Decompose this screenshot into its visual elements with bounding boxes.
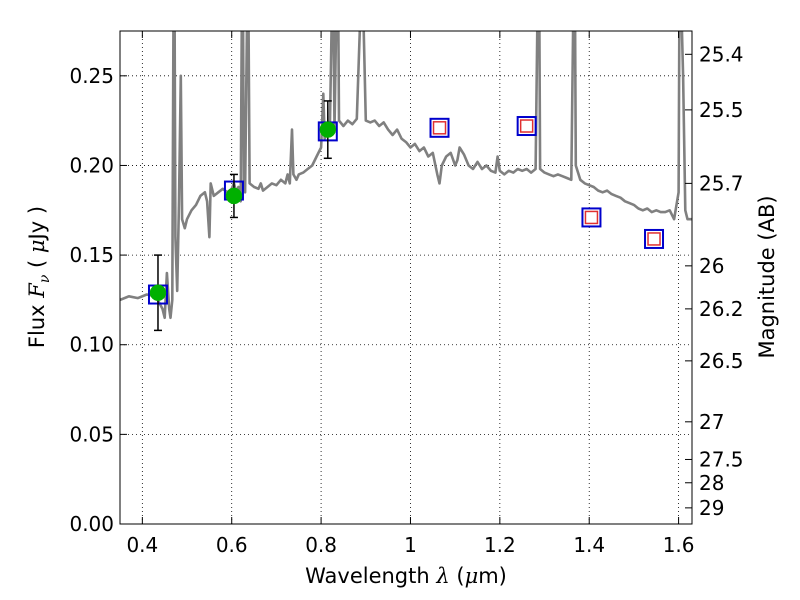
y2-tick-label: 26.2 <box>699 297 744 321</box>
y2-tick-label: 29 <box>699 496 724 520</box>
upper-limit-square <box>584 210 599 225</box>
x-tick-label: 0.4 <box>126 533 158 557</box>
upper-limit-square <box>519 119 534 133</box>
plot-content <box>120 31 692 332</box>
model-flux-square <box>516 116 537 137</box>
model-flux-square <box>581 207 602 228</box>
grid-lines <box>120 31 692 525</box>
x-tick-label: 1.2 <box>484 533 516 557</box>
y-tick-label: 0.15 <box>69 243 114 267</box>
y2-tick-label: 25.5 <box>699 98 744 122</box>
y2-tick-label: 27 <box>699 410 724 434</box>
observed-flux-point <box>149 284 167 301</box>
y-tick-label: 0.05 <box>69 422 114 446</box>
y2-axis-label: Magnitude (AB) <box>755 195 779 358</box>
observed-flux-point <box>319 121 337 138</box>
y2-tick-label: 25.4 <box>699 42 744 66</box>
observed-flux-point <box>225 187 243 205</box>
y-tick-label: 0.25 <box>69 64 114 88</box>
x-tick-label: 0.6 <box>216 533 248 557</box>
upper-limit-square <box>432 121 447 135</box>
upper-limit-square <box>647 232 661 246</box>
x-tick-label: 1.4 <box>573 533 605 557</box>
plot-frame <box>119 30 693 525</box>
y2-tick-label: 27.5 <box>699 447 744 471</box>
y2-tick-label: 26.5 <box>699 349 744 373</box>
x-tick-label: 1.6 <box>663 533 695 557</box>
y-tick-label: 0.10 <box>69 333 114 357</box>
model-flux-square <box>644 228 665 249</box>
y-tick-label: 0.20 <box>69 153 114 177</box>
axis-ticks: 0.4 0.6 0.8 1 1.2 1.4 1.6 0.00 0.05 0.10 0.15 0.20 0… <box>69 31 744 557</box>
model-flux-square <box>429 117 450 138</box>
y2-tick-label: 28 <box>699 471 724 495</box>
x-tick-label: 0.8 <box>305 533 337 557</box>
y-axis-label: Flux Fν ( μJy ) <box>25 206 53 348</box>
y2-tick-label: 25.7 <box>699 171 744 195</box>
y2-tick-label: 26 <box>699 254 724 278</box>
x-tick-label: 1 <box>404 533 417 557</box>
template-spectrum-line <box>120 31 692 320</box>
y-tick-label: 0.00 <box>69 512 114 536</box>
x-axis-label: Wavelength λ (μm) <box>305 564 507 588</box>
